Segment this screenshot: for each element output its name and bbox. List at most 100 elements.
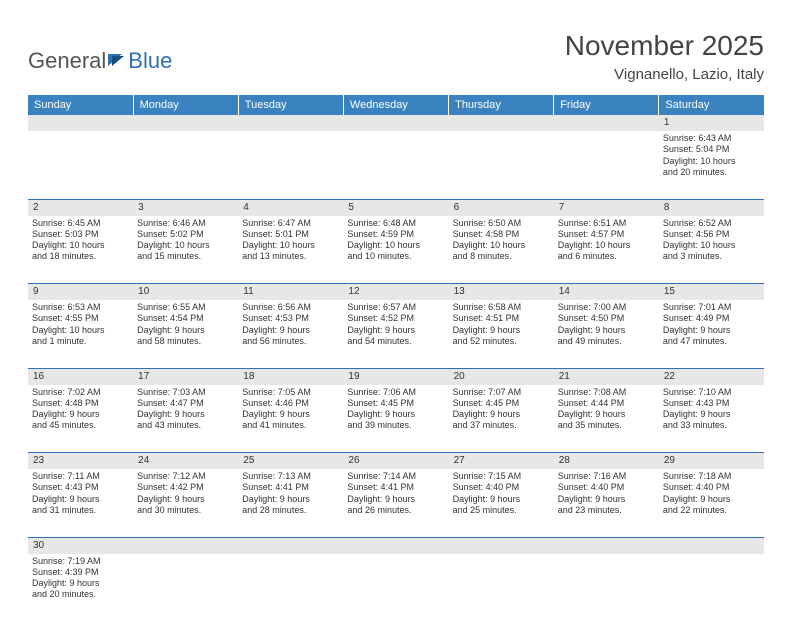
daylight-text: Daylight: 9 hours — [347, 409, 444, 420]
sunset-text: Sunset: 4:48 PM — [32, 398, 129, 409]
calendar-body: 1Sunrise: 6:43 AMSunset: 5:04 PMDaylight… — [28, 115, 764, 622]
sunset-text: Sunset: 4:57 PM — [558, 229, 655, 240]
day-cell — [449, 554, 554, 622]
sunrise-text: Sunrise: 6:58 AM — [453, 302, 550, 313]
day-cell: Sunrise: 6:57 AMSunset: 4:52 PMDaylight:… — [343, 300, 448, 368]
day-number — [343, 115, 448, 131]
dayname-header: Sunday — [28, 95, 133, 115]
sunrise-text: Sunrise: 7:02 AM — [32, 387, 129, 398]
daylight-text: and 3 minutes. — [663, 251, 760, 262]
dayname-header: Friday — [554, 95, 659, 115]
day-number: 2 — [28, 199, 133, 216]
day-cell — [133, 554, 238, 622]
daylight-text: Daylight: 9 hours — [32, 578, 129, 589]
daylight-text: and 58 minutes. — [137, 336, 234, 347]
day-cell — [238, 131, 343, 199]
sunset-text: Sunset: 4:58 PM — [453, 229, 550, 240]
dayname-row: SundayMondayTuesdayWednesdayThursdayFrid… — [28, 95, 764, 115]
day-number: 14 — [554, 284, 659, 301]
day-cell: Sunrise: 7:10 AMSunset: 4:43 PMDaylight:… — [659, 385, 764, 453]
daylight-text: and 41 minutes. — [242, 420, 339, 431]
day-number: 29 — [659, 453, 764, 470]
day-number: 23 — [28, 453, 133, 470]
sunrise-text: Sunrise: 7:16 AM — [558, 471, 655, 482]
day-cell: Sunrise: 7:03 AMSunset: 4:47 PMDaylight:… — [133, 385, 238, 453]
day-number — [238, 537, 343, 554]
day-number: 17 — [133, 368, 238, 385]
day-cell — [343, 131, 448, 199]
daylight-text: Daylight: 10 hours — [32, 240, 129, 251]
day-number: 18 — [238, 368, 343, 385]
sunrise-text: Sunrise: 7:01 AM — [663, 302, 760, 313]
calendar-grid: SundayMondayTuesdayWednesdayThursdayFrid… — [28, 95, 764, 622]
day-number: 7 — [554, 199, 659, 216]
daylight-text: Daylight: 9 hours — [137, 325, 234, 336]
daylight-text: Daylight: 10 hours — [558, 240, 655, 251]
week-row: Sunrise: 6:45 AMSunset: 5:03 PMDaylight:… — [28, 216, 764, 284]
title-block: November 2025 Vignanello, Lazio, Italy — [565, 30, 764, 83]
day-cell: Sunrise: 7:12 AMSunset: 4:42 PMDaylight:… — [133, 469, 238, 537]
day-number: 13 — [449, 284, 554, 301]
daylight-text: and 25 minutes. — [453, 505, 550, 516]
daylight-text: Daylight: 9 hours — [453, 325, 550, 336]
sunrise-text: Sunrise: 7:15 AM — [453, 471, 550, 482]
daylight-text: and 35 minutes. — [558, 420, 655, 431]
logo-text-1: General — [28, 48, 106, 74]
day-number — [554, 115, 659, 131]
sunset-text: Sunset: 4:49 PM — [663, 313, 760, 324]
daylight-text: Daylight: 9 hours — [32, 494, 129, 505]
day-cell: Sunrise: 6:48 AMSunset: 4:59 PMDaylight:… — [343, 216, 448, 284]
daylight-text: and 26 minutes. — [347, 505, 444, 516]
day-cell: Sunrise: 7:14 AMSunset: 4:41 PMDaylight:… — [343, 469, 448, 537]
sunset-text: Sunset: 5:02 PM — [137, 229, 234, 240]
sunrise-text: Sunrise: 6:43 AM — [663, 133, 760, 144]
day-number: 28 — [554, 453, 659, 470]
sunset-text: Sunset: 4:45 PM — [453, 398, 550, 409]
day-cell: Sunrise: 6:53 AMSunset: 4:55 PMDaylight:… — [28, 300, 133, 368]
daylight-text: and 23 minutes. — [558, 505, 655, 516]
day-number: 5 — [343, 199, 448, 216]
day-cell: Sunrise: 6:47 AMSunset: 5:01 PMDaylight:… — [238, 216, 343, 284]
sunrise-text: Sunrise: 6:51 AM — [558, 218, 655, 229]
day-cell: Sunrise: 6:46 AMSunset: 5:02 PMDaylight:… — [133, 216, 238, 284]
daylight-text: Daylight: 9 hours — [558, 494, 655, 505]
daylight-text: and 20 minutes. — [663, 167, 760, 178]
sunset-text: Sunset: 4:40 PM — [663, 482, 760, 493]
daylight-text: and 54 minutes. — [347, 336, 444, 347]
daylight-text: and 15 minutes. — [137, 251, 234, 262]
daylight-text: Daylight: 10 hours — [32, 325, 129, 336]
day-cell: Sunrise: 7:16 AMSunset: 4:40 PMDaylight:… — [554, 469, 659, 537]
day-cell: Sunrise: 7:00 AMSunset: 4:50 PMDaylight:… — [554, 300, 659, 368]
daylight-text: and 49 minutes. — [558, 336, 655, 347]
sunset-text: Sunset: 4:39 PM — [32, 567, 129, 578]
day-number: 6 — [449, 199, 554, 216]
daylight-text: and 8 minutes. — [453, 251, 550, 262]
day-cell: Sunrise: 7:05 AMSunset: 4:46 PMDaylight:… — [238, 385, 343, 453]
daylight-text: Daylight: 10 hours — [242, 240, 339, 251]
day-number: 24 — [133, 453, 238, 470]
day-cell: Sunrise: 6:52 AMSunset: 4:56 PMDaylight:… — [659, 216, 764, 284]
day-number: 20 — [449, 368, 554, 385]
daylight-text: Daylight: 10 hours — [137, 240, 234, 251]
daylight-text: and 43 minutes. — [137, 420, 234, 431]
week-row: Sunrise: 7:02 AMSunset: 4:48 PM Daylight:… — [28, 385, 764, 453]
sunrise-text: Sunrise: 6:57 AM — [347, 302, 444, 313]
daylight-text: Daylight: 10 hours — [347, 240, 444, 251]
sunrise-text: Sunrise: 7:00 AM — [558, 302, 655, 313]
logo: General Blue — [28, 30, 172, 74]
daylight-text: and 6 minutes. — [558, 251, 655, 262]
daylight-text: Daylight: 9 hours — [242, 325, 339, 336]
page-header: General Blue November 2025 Vignanello, L… — [28, 30, 764, 83]
day-number — [238, 115, 343, 131]
sunrise-text: Sunrise: 6:46 AM — [137, 218, 234, 229]
daylight-text: Daylight: 9 hours — [663, 325, 760, 336]
daylight-text: and 47 minutes. — [663, 336, 760, 347]
day-cell: Sunrise: 7:13 AMSunset: 4:41 PMDaylight:… — [238, 469, 343, 537]
day-number — [343, 537, 448, 554]
dayname-header: Thursday — [449, 95, 554, 115]
day-cell — [238, 554, 343, 622]
sunrise-text: Sunrise: 7:03 AM — [137, 387, 234, 398]
daylight-text: Daylight: 9 hours — [663, 494, 760, 505]
day-cell: Sunrise: 7:06 AMSunset: 4:45 PMDaylight:… — [343, 385, 448, 453]
day-cell: Sunrise: 6:55 AMSunset: 4:54 PMDaylight:… — [133, 300, 238, 368]
